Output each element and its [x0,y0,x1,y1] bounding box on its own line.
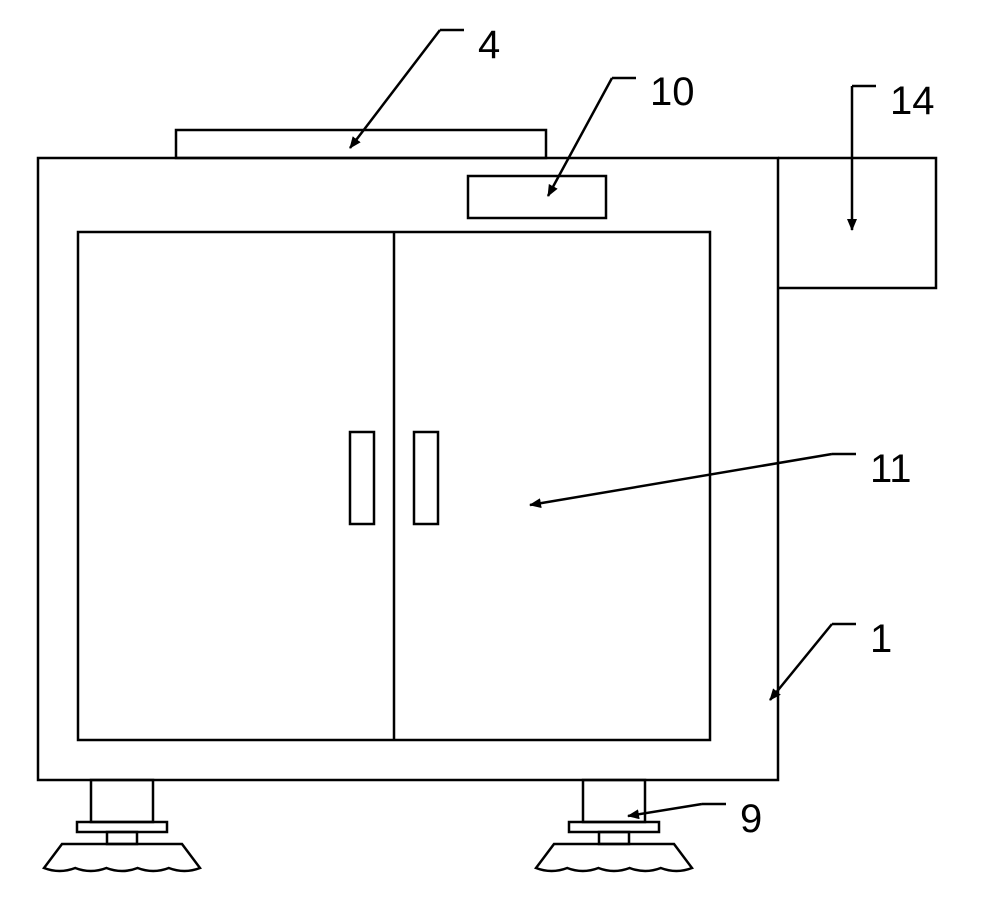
door-handle-right [414,432,438,524]
foot-shaft [107,832,137,844]
door-handle-left [350,432,374,524]
callout-14: 14 [852,79,935,230]
callout-label-14: 14 [890,79,935,123]
callout-1: 1 [770,617,892,700]
foot-plate [569,822,659,832]
main-body [38,158,778,780]
foot-upper [91,780,153,822]
panel [468,176,606,218]
foot-base [536,844,692,871]
foot-shaft [599,832,629,844]
foot-plate [77,822,167,832]
foot-base [44,844,200,871]
shapes-layer [38,130,936,871]
callout-11: 11 [530,447,912,505]
callout-label-4: 4 [478,23,500,67]
technical-diagram: 410141119 [0,0,1000,912]
callout-label-11: 11 [870,447,912,491]
callout-label-10: 10 [650,70,695,114]
callout-label-1: 1 [870,617,892,661]
callout-label-9: 9 [740,797,762,841]
callout-9: 9 [628,797,762,841]
side-box [778,158,936,288]
